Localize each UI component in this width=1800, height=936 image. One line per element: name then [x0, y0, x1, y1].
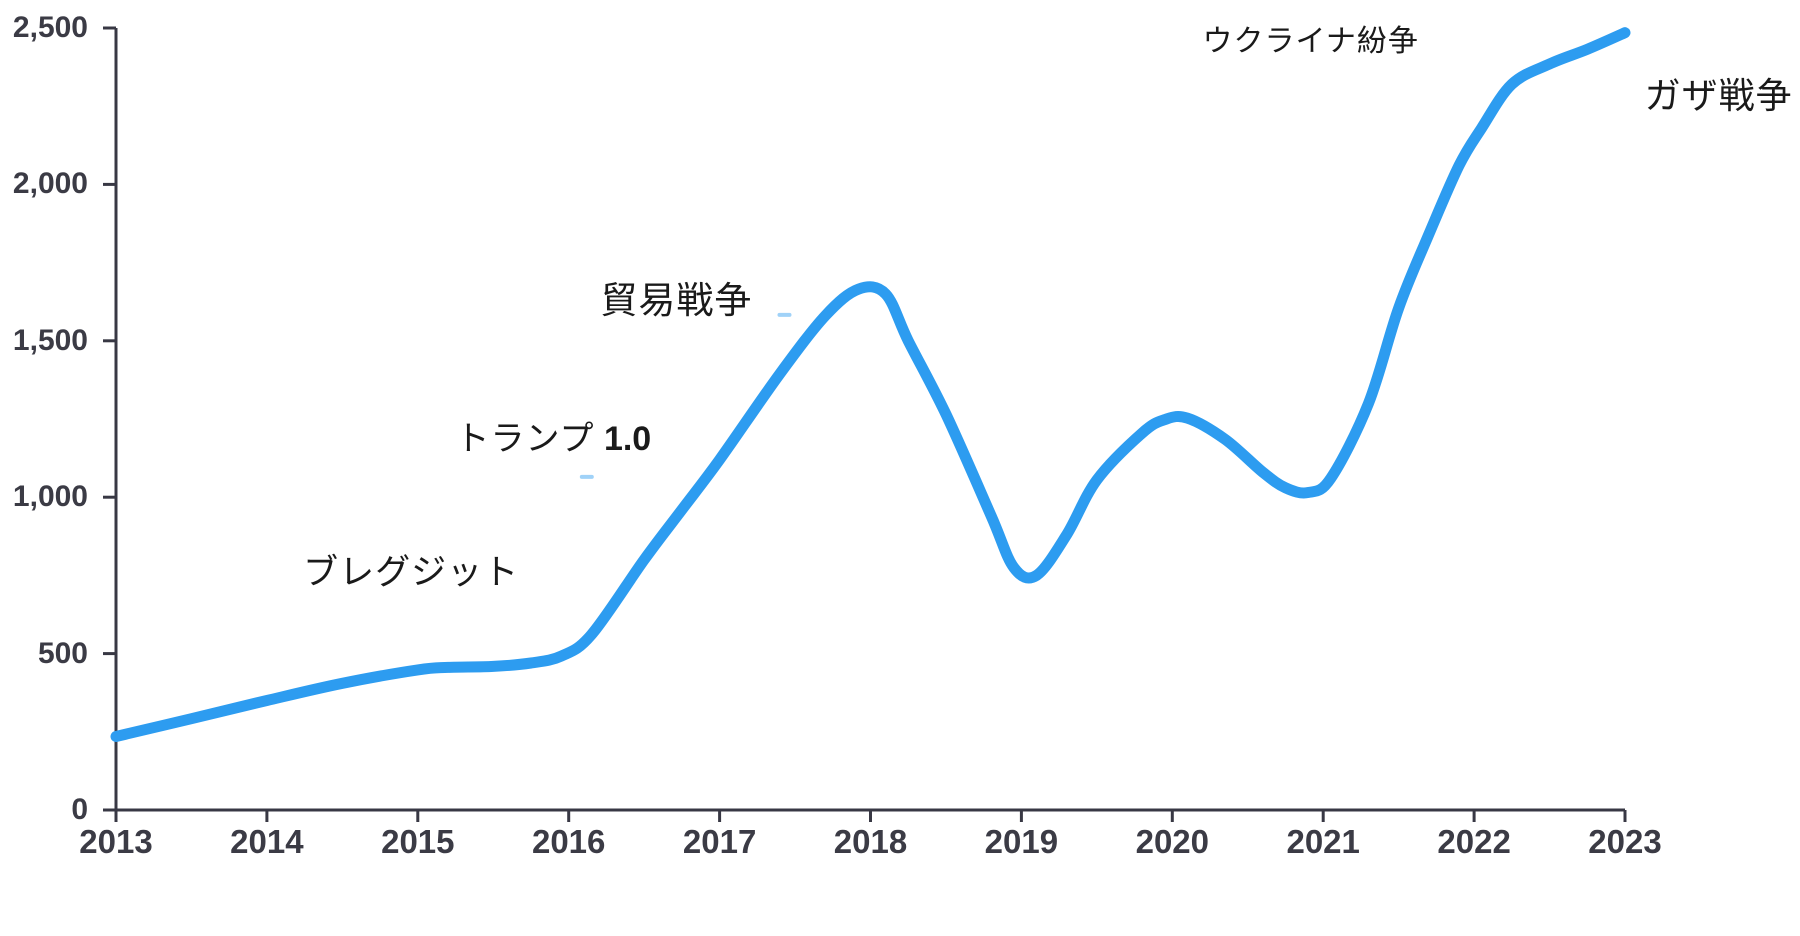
annotation-trump-1-0: トランプ 1.0 [456, 420, 652, 459]
annotation-brexit: ブレグジット [303, 553, 519, 592]
series-line [110, 27, 1631, 742]
stray-dash-1 [579, 474, 594, 479]
annotation-brexit-text: ブレグジット [303, 552, 520, 592]
x-tick-label-2018: 2018 [833, 823, 908, 860]
annotation-ukraine-conflict-text: ウクライナ紛争 [1202, 24, 1419, 58]
x-tick-label-2021: 2021 [1286, 823, 1360, 860]
y-tick-label-2500: 2,500 [12, 11, 88, 44]
x-tick-label-2020: 2020 [1135, 823, 1210, 860]
x-tick-label-2015: 2015 [381, 823, 455, 860]
annotation-trade-war-text: 貿易戦争 [600, 281, 753, 323]
y-tick-label-1000: 1,000 [12, 480, 88, 514]
annotation-trade-war: 貿易戦争 [600, 281, 752, 322]
stray-marks [579, 312, 792, 479]
x-tick-label-2022: 2022 [1437, 823, 1511, 860]
annotation-trump-1-0-suffix: 1.0 [594, 419, 652, 458]
x-tick-label-2019: 2019 [984, 823, 1059, 860]
x-tick-label-2013: 2013 [79, 823, 153, 860]
annotation-trump-1-0-text: トランプ [455, 420, 595, 458]
y-tick-label-2000: 2,000 [12, 167, 88, 201]
annotation-ukraine-conflict: ウクライナ紛争 [1202, 25, 1418, 59]
x-tick-label-2023: 2023 [1588, 823, 1662, 860]
axes [103, 26, 1627, 822]
annotation-gaza-war-text: ガザ戦争 [1644, 75, 1793, 116]
x-tick-label-2014: 2014 [230, 823, 304, 860]
y-tick-label-500: 500 [37, 636, 88, 670]
y-tick-label-1500: 1,500 [12, 323, 88, 357]
y-tick-label-0: 0 [71, 793, 88, 826]
x-tick-label-2017: 2017 [682, 823, 757, 860]
annotation-gaza-war: ガザ戦争 [1645, 76, 1793, 116]
x-tick-label-2016: 2016 [531, 823, 606, 860]
stray-dash-2 [777, 312, 792, 317]
